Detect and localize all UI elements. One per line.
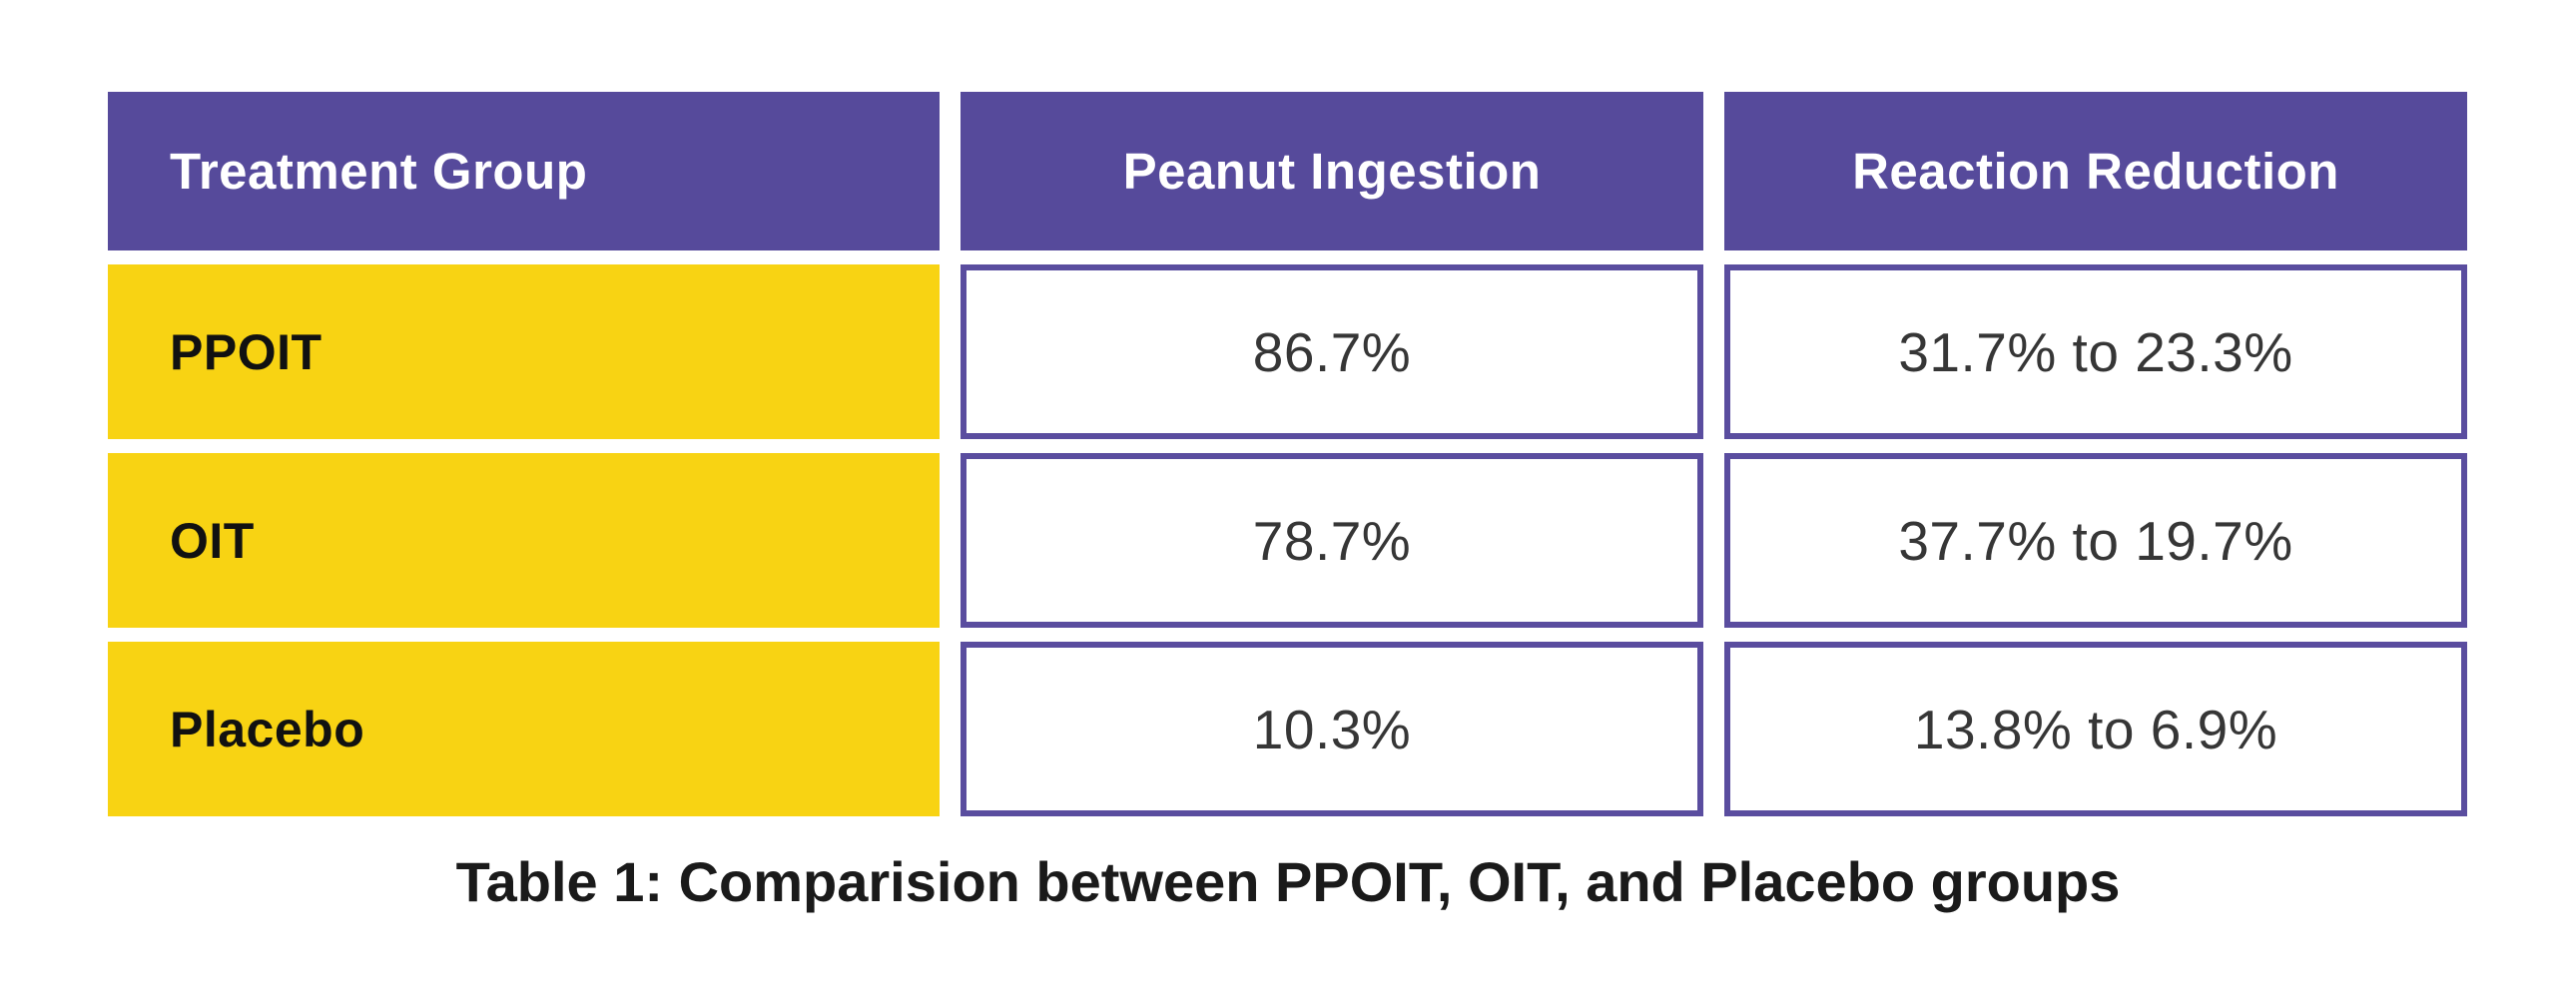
- header-cell-reaction-reduction: Reaction Reduction: [1724, 92, 2467, 250]
- row-label-ppoit: PPOIT: [108, 264, 940, 439]
- table-caption: Table 1: Comparision between PPOIT, OIT,…: [455, 850, 2121, 913]
- comparison-table: Treatment Group Peanut Ingestion Reactio…: [108, 92, 2468, 816]
- cell-placebo-peanut-ingestion: 10.3%: [961, 642, 1703, 816]
- row-label-oit: OIT: [108, 453, 940, 628]
- cell-placebo-reaction-reduction: 13.8% to 6.9%: [1724, 642, 2467, 816]
- cell-oit-reaction-reduction: 37.7% to 19.7%: [1724, 453, 2467, 628]
- cell-ppoit-peanut-ingestion: 86.7%: [961, 264, 1703, 439]
- row-label-placebo: Placebo: [108, 642, 940, 816]
- cell-oit-peanut-ingestion: 78.7%: [961, 453, 1703, 628]
- cell-ppoit-reaction-reduction: 31.7% to 23.3%: [1724, 264, 2467, 439]
- header-cell-treatment-group: Treatment Group: [108, 92, 940, 250]
- header-cell-peanut-ingestion: Peanut Ingestion: [961, 92, 1703, 250]
